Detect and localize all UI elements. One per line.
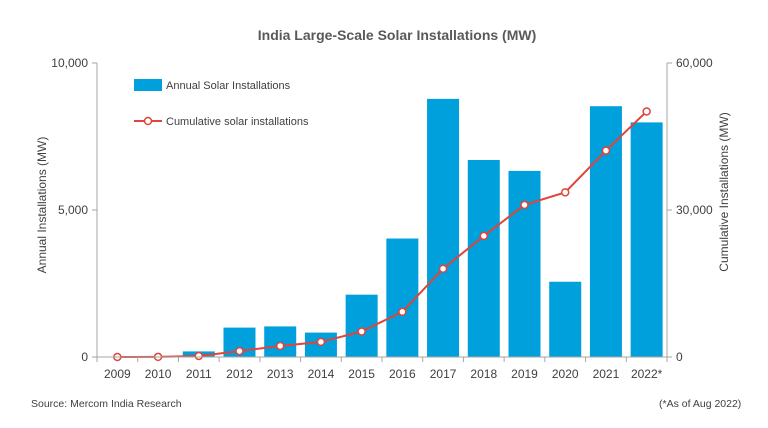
- legend: Annual Solar Installations Cumulative so…: [134, 79, 309, 128]
- point-2019: [520, 200, 529, 210]
- legend-label-bar: Annual Solar Installations: [166, 80, 291, 92]
- x-tick-label: 2020: [552, 367, 579, 381]
- point-2017: [438, 264, 448, 274]
- x-tick-label: 2010: [145, 367, 172, 381]
- x-tick-label: 2018: [470, 367, 497, 381]
- cumulative-line: [117, 110, 648, 358]
- bar-2019: [508, 170, 541, 357]
- point-2018: [479, 231, 489, 241]
- point-2015: [357, 327, 366, 336]
- x-tick-label: 2011: [186, 367, 212, 381]
- y-axis-title-right: Cumulative Installations (MW): [717, 112, 731, 271]
- bar-2020: [549, 281, 582, 357]
- bar-2017: [427, 98, 460, 358]
- point-2013: [275, 341, 285, 351]
- y-tick-label-right: 60,000: [676, 56, 713, 70]
- bar-2013: [264, 326, 297, 357]
- source-note: Source: Mercom India Research: [31, 398, 182, 410]
- y-axis-title-left: Annual Installations (MW): [35, 137, 49, 274]
- point-2016: [398, 307, 407, 317]
- point-2022: [642, 107, 651, 116]
- x-tick-label: 2016: [389, 367, 416, 381]
- y-tick-label-left: 0: [81, 350, 88, 364]
- point-2011: [194, 351, 204, 361]
- bar-2016: [386, 238, 419, 357]
- x-tick-label: 2022*: [631, 367, 663, 381]
- x-tick-label: 2015: [348, 367, 375, 381]
- x-tick-label: 2021: [593, 367, 620, 381]
- bars-layer: [182, 98, 663, 358]
- point-2021: [601, 146, 611, 155]
- footnote: (*As of Aug 2022): [659, 398, 742, 410]
- y-tick-label-right: 30,000: [676, 203, 713, 217]
- legend-swatch-marker: [143, 116, 153, 126]
- y-tick-label-right: 0: [676, 350, 683, 364]
- x-tick-label: 2017: [430, 367, 457, 381]
- x-tick-label: 2009: [104, 367, 131, 381]
- x-tick-label: 2014: [308, 367, 335, 381]
- x-tick-label: 2012: [226, 367, 253, 381]
- y-tick-label-left: 10,000: [51, 56, 88, 70]
- legend-label-line: Cumulative solar installations: [166, 116, 309, 128]
- x-tick-label: 2013: [267, 367, 294, 381]
- axes-layer: 0 5,000 10,000 0 30,000 60,000 2009 2010 2011 201…: [51, 56, 713, 381]
- legend-swatch-bar: [134, 79, 162, 91]
- bar-2021: [589, 106, 622, 357]
- bar-2022: [630, 122, 663, 357]
- y-tick-label-left: 5,000: [58, 203, 88, 217]
- chart-title: India Large-Scale Solar Installations (M…: [258, 27, 537, 43]
- point-2014: [316, 337, 326, 347]
- x-tick-label: 2019: [511, 367, 538, 381]
- point-2020: [560, 188, 570, 197]
- point-2012: [235, 346, 244, 356]
- bar-2018: [467, 160, 500, 357]
